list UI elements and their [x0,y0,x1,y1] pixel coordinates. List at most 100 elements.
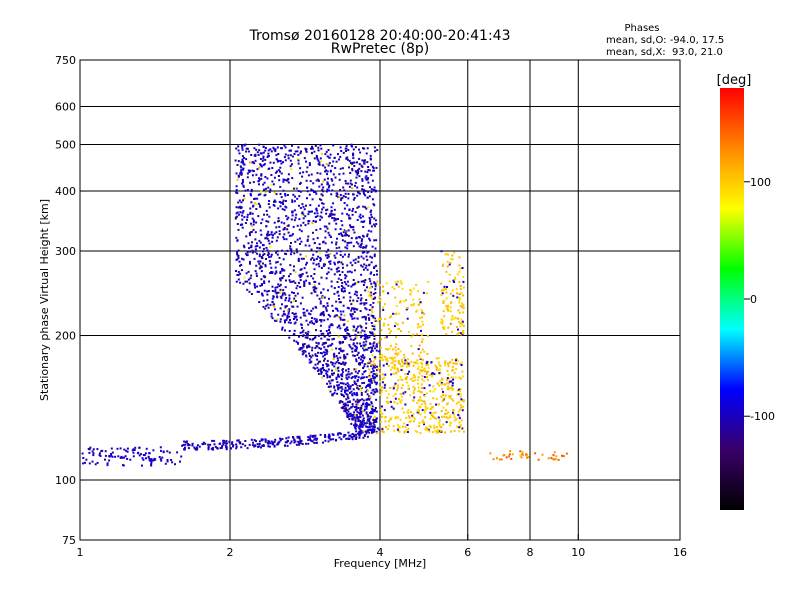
data-point [352,157,355,160]
data-point [236,251,239,254]
data-point [236,215,239,218]
data-point [370,261,373,264]
data-point [368,420,371,423]
data-point [370,225,373,228]
data-point [267,230,270,233]
data-point [276,236,279,239]
data-point [342,341,344,343]
data-point [346,373,349,376]
data-point [110,454,113,457]
data-point [421,348,424,351]
data-point [456,393,459,396]
data-point [214,445,217,448]
data-point [422,312,425,315]
data-point [339,318,342,321]
data-point [296,305,299,308]
data-point [347,397,350,400]
data-point [396,402,399,405]
data-point [273,221,276,224]
data-point [274,148,277,151]
data-point [301,175,304,178]
data-point [337,359,339,362]
data-point [324,435,327,438]
data-point [312,307,315,310]
data-point [339,228,342,230]
data-point [317,159,320,162]
data-point [129,458,132,461]
data-point [409,378,412,381]
data-point [311,322,314,325]
data-point [236,254,239,257]
data-point [356,404,359,407]
data-point [324,348,327,351]
data-point [462,400,465,403]
data-point [291,291,293,294]
data-point [350,309,353,312]
data-point [397,379,400,382]
data-point [259,229,262,232]
data-point [268,200,271,202]
data-point [256,151,259,154]
data-point [460,364,463,366]
data-point [264,265,267,268]
data-point [267,239,270,242]
data-point [362,423,365,426]
colorbar-label: [deg] [717,73,752,88]
data-point [552,454,555,457]
data-point [122,464,124,467]
data-point [417,367,419,370]
data-point [294,271,297,274]
data-point [245,150,248,153]
data-point [218,442,221,445]
data-point [361,159,364,162]
data-point [316,358,319,361]
data-point [260,152,263,155]
data-point [267,251,270,254]
data-point [273,199,276,202]
data-point [259,266,262,269]
data-point [303,157,306,160]
data-point [346,409,349,412]
data-point [305,261,308,264]
data-point [438,423,441,426]
data-point [370,402,373,405]
data-point [369,360,372,363]
data-point [451,365,454,368]
data-point [294,281,297,284]
data-point [261,438,264,441]
data-point [346,320,349,323]
data-point [457,401,460,404]
data-point [552,458,555,461]
data-point [338,362,340,365]
data-point [458,430,461,433]
data-point [372,334,375,337]
data-point [282,289,285,292]
data-point [448,387,451,390]
data-point [182,444,185,446]
data-point [357,170,360,173]
data-point [299,167,302,170]
data-point [240,173,243,176]
data-point [406,307,408,309]
data-point [383,322,386,325]
data-point [421,421,424,423]
data-point [318,252,321,255]
data-point [314,354,317,357]
data-point [338,432,341,435]
data-point [343,189,346,192]
data-point [303,343,306,345]
data-point [353,326,356,329]
data-point [308,244,311,247]
data-point [131,449,134,452]
data-point [407,358,410,361]
data-point [360,430,363,433]
data-point [308,220,311,223]
data-point [268,441,271,443]
data-point [302,329,305,332]
data-point [253,444,256,447]
data-point [365,264,368,267]
data-point [332,309,334,312]
data-point [310,292,313,295]
data-point [360,423,363,426]
